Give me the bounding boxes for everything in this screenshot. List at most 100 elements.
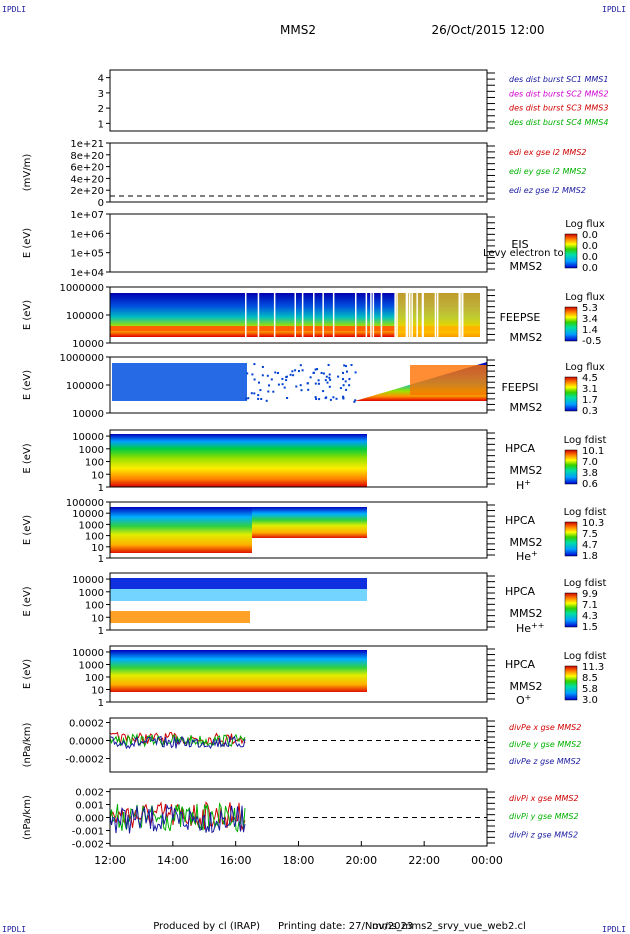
instrument-spacecraft-label: MMS2: [510, 331, 543, 344]
feepsi-scatter: [324, 379, 327, 382]
feepsi-scatter: [348, 384, 351, 387]
feepse-data-gap: [396, 291, 398, 339]
feepsi-scatter: [272, 390, 275, 393]
ytick-label: 10: [91, 613, 104, 624]
colorbar-title: Log flux: [565, 292, 605, 303]
instrument-spacecraft-label: MMS2: [510, 401, 543, 414]
colorbar-tick-label: 1.4: [582, 325, 598, 336]
colorbar: [564, 233, 578, 269]
feepsi-scatter: [306, 382, 309, 385]
colorbar-tick-label: -0.5: [582, 336, 602, 347]
feepsi-low-flux: [112, 363, 247, 401]
feepsi-scatter: [325, 375, 328, 378]
ytick-label: 1: [98, 626, 104, 637]
feepsi-scatter: [301, 369, 304, 372]
ytick-label: 1: [98, 698, 104, 709]
panel-hpca-o-frame: [109, 645, 488, 703]
colorbar-tick-label: 5.3: [582, 303, 598, 314]
feepsi-scatter: [253, 363, 256, 366]
ytick-label: 10000: [72, 509, 104, 520]
feepse-data-gap: [370, 291, 372, 339]
xtick-label: 18:00: [283, 854, 315, 867]
feepsi-scatter: [354, 399, 357, 402]
ytick-label: 0.001: [75, 801, 104, 812]
feepsi-scatter: [326, 381, 329, 384]
ylabel: (nPa/km): [22, 795, 33, 840]
xtick-label: 20:00: [345, 854, 377, 867]
feepsi-scatter: [266, 374, 269, 377]
series-label: des dist burst SC3 MMS3: [509, 104, 608, 113]
feepsi-scatter: [298, 370, 300, 373]
feepsi-scatter: [335, 397, 338, 400]
feepse-data-gap: [380, 291, 383, 339]
feepse-data-gap: [372, 291, 375, 339]
ytick-label: 1000: [79, 660, 104, 671]
feepsi-enhancement: [410, 365, 487, 395]
species-label: He+: [516, 549, 538, 564]
feepsi-scatter: [267, 390, 270, 393]
panel-hpca-he2-frame: [109, 572, 488, 631]
feepse-data-gap: [434, 291, 437, 339]
feepsi-scatter: [354, 371, 357, 374]
colorbar-tick-label: 4.7: [582, 540, 598, 551]
instrument-spacecraft-label: MMS2: [510, 680, 543, 693]
feepsi-scatter: [329, 398, 332, 401]
colorbar-tick-label: 3.0: [582, 695, 598, 706]
corner-label-bottom-left: IPDLI: [2, 925, 27, 934]
feepsi-scatter: [346, 370, 348, 373]
feepsi-scatter: [320, 372, 323, 374]
ytick-label: 100: [85, 673, 104, 684]
colorbar-title: Log fdist: [564, 507, 607, 518]
date-title: 26/Oct/2015 12:00: [431, 23, 544, 37]
colorbar-tick-label: 3.8: [582, 468, 598, 479]
feepse-data-gap: [273, 291, 276, 339]
feepsi-scatter: [277, 372, 279, 374]
ytick-label: 1e+05: [70, 249, 104, 260]
feepsi-scatter: [250, 392, 253, 395]
species-label: He++: [516, 621, 544, 636]
xtick-label: 16:00: [220, 854, 252, 867]
ytick-label: 1000: [79, 445, 104, 456]
divpe-trace-z: [109, 735, 246, 750]
feepsi-scatter: [247, 397, 250, 400]
feepsi-scatter: [245, 397, 248, 400]
feepsi-scatter: [317, 382, 320, 385]
panel-hpca-h-data: [110, 434, 367, 487]
feepsi-scatter: [270, 378, 273, 381]
ylabel: E (eV): [22, 515, 33, 545]
feepsi-scatter: [314, 396, 317, 399]
feepsi-scatter: [345, 365, 347, 368]
ytick-label: 10000: [72, 432, 104, 443]
panel-divpe: 0.0002 0.0000 -0.0002 (nPa/km) divPe x gse M…: [22, 717, 581, 773]
colorbar-tick-label: 3.1: [582, 384, 598, 395]
feepsi-scatter: [342, 384, 345, 387]
colorbar: [564, 306, 578, 342]
divpe-trace-y: [109, 732, 246, 748]
ylabel: E (eV): [22, 659, 33, 689]
ytick-label: 1: [98, 119, 104, 130]
ytick-label: 1: [98, 554, 104, 565]
feepsi-scatter: [322, 372, 325, 375]
feepsi-scatter: [283, 386, 286, 389]
ytick-label: 100000: [66, 381, 104, 392]
footer-produced-by: Produced by cl (IRAP): [153, 921, 260, 932]
feepsi-scatter: [328, 376, 331, 379]
ytick-label: 100: [85, 601, 104, 612]
feepsi-scatter: [294, 369, 297, 372]
colorbar-tick-label: 11.3: [582, 662, 604, 673]
series-label: des dist burst SC2 MMS2: [509, 89, 608, 98]
panel-eis-frame: [109, 213, 488, 273]
colorbar-tick-label: 1.7: [582, 395, 598, 406]
feepsi-scatter: [342, 371, 344, 374]
hpca-o-spectrogram: [110, 650, 367, 692]
hpca-he2-low-band: [110, 611, 250, 623]
ylabel: E (eV): [22, 228, 33, 258]
colorbar-title: Log fdist: [564, 578, 607, 589]
ytick-label: 10: [91, 470, 104, 481]
ylabel: E (eV): [22, 300, 33, 330]
panel-dist: 4 3 2 1 des dist burst SC1 MMS1 des dist burs…: [98, 69, 608, 132]
feepsi-scatter: [268, 384, 270, 387]
instrument-label: HPCA: [505, 658, 536, 671]
colorbar-title: Log flux: [565, 362, 605, 373]
